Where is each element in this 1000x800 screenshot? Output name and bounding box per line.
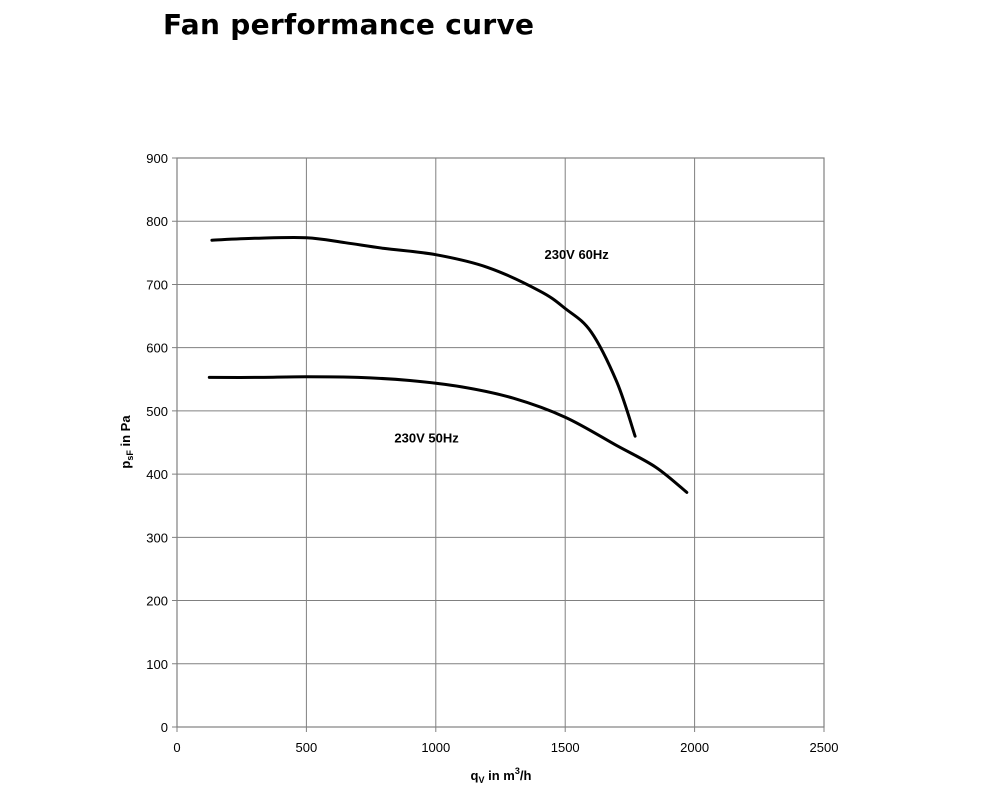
y-tick-label: 700	[146, 277, 168, 292]
page-title: Fan performance curve	[163, 8, 535, 41]
series-label-230v-60hz: 230V 60Hz	[544, 247, 609, 262]
y-axis-title: psF in Pa	[118, 415, 135, 469]
curves	[207, 235, 689, 494]
curve-230v-50hz	[207, 375, 689, 494]
y-tick-label: 800	[146, 214, 168, 229]
x-tick-label: 2500	[810, 740, 839, 755]
plot-frame	[176, 157, 825, 728]
y-tick-label: 200	[146, 594, 168, 609]
y-tick-label: 400	[146, 467, 168, 482]
x-tick-label: 500	[296, 740, 318, 755]
y-tick-label: 300	[146, 530, 168, 545]
x-tick-label: 1000	[421, 740, 450, 755]
x-axis-title: qV in m3/h	[471, 766, 532, 785]
tick-labels: 0 500 1000 1500 2000 2500 0 100 200 300 400 500 600 7…	[146, 151, 838, 755]
series-labels: 230V 60Hz 230V 50Hz	[394, 247, 609, 445]
curve-230v-60hz	[210, 235, 637, 438]
y-tick-label: 500	[146, 404, 168, 419]
y-tick-label: 600	[146, 341, 168, 356]
grid	[172, 157, 825, 732]
y-tick-label: 0	[161, 720, 168, 735]
series-label-230v-50hz: 230V 50Hz	[394, 431, 459, 446]
y-tick-label: 100	[146, 657, 168, 672]
x-tick-label: 2000	[680, 740, 709, 755]
x-tick-label: 0	[173, 740, 180, 755]
y-tick-label: 900	[146, 151, 168, 166]
x-tick-label: 1500	[551, 740, 580, 755]
